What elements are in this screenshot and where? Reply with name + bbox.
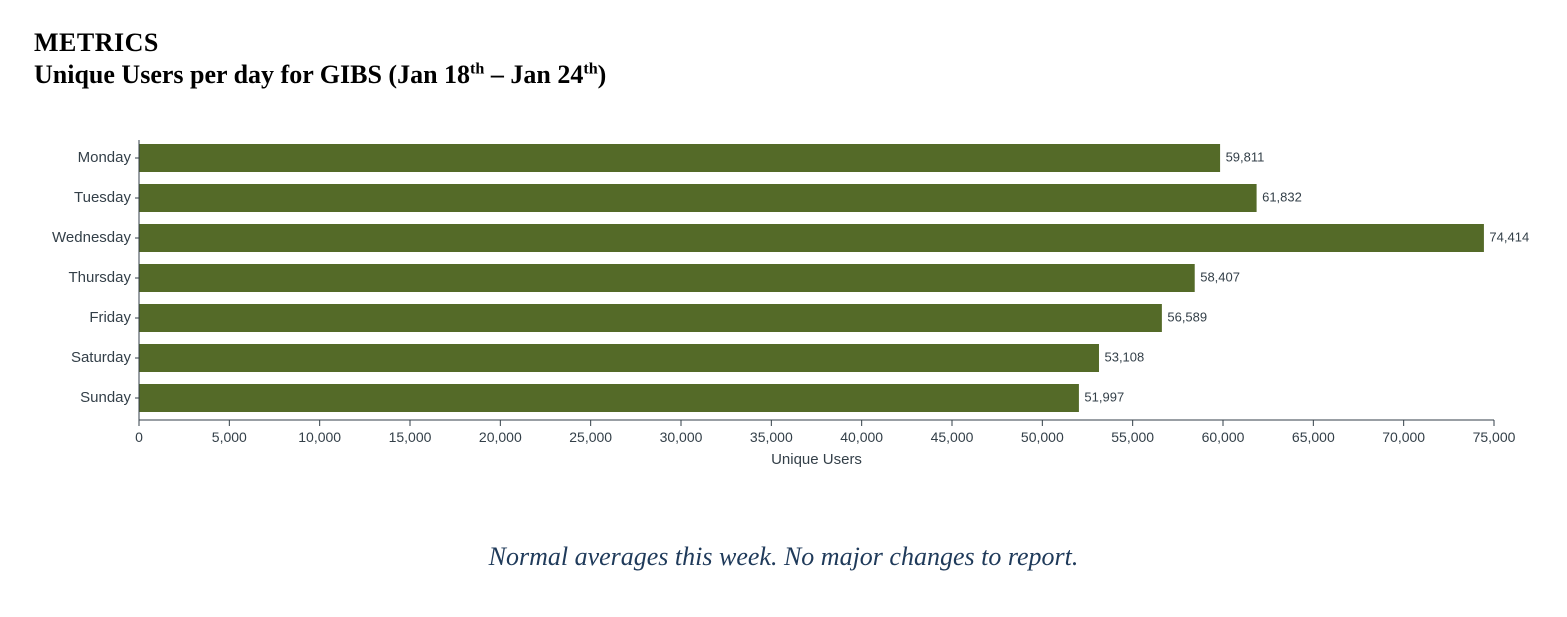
category-label: Saturday [71, 349, 132, 366]
x-tick-label: 75,000 [1473, 429, 1516, 445]
x-tick-label: 5,000 [212, 429, 247, 445]
chart-caption: Normal averages this week. No major chan… [34, 542, 1533, 572]
x-tick-label: 55,000 [1111, 429, 1154, 445]
x-tick-label: 70,000 [1382, 429, 1425, 445]
x-tick-label: 15,000 [389, 429, 432, 445]
category-label: Thursday [68, 269, 131, 286]
x-tick-label: 0 [135, 429, 143, 445]
value-label: 61,832 [1262, 189, 1302, 204]
bar-wednesday [140, 224, 1484, 252]
x-axis-title: Unique Users [771, 451, 862, 468]
bar-thursday [140, 264, 1195, 292]
bar-tuesday [140, 184, 1257, 212]
category-label: Sunday [80, 389, 131, 406]
heading-metrics: METRICS [34, 28, 1533, 58]
heading-subtitle: Unique Users per day for GIBS (Jan 18th … [34, 60, 1533, 90]
x-tick-label: 45,000 [931, 429, 974, 445]
x-tick-label: 25,000 [569, 429, 612, 445]
x-tick-label: 20,000 [479, 429, 522, 445]
x-tick-label: 10,000 [298, 429, 341, 445]
category-label: Wednesday [52, 229, 131, 246]
category-label: Friday [89, 309, 131, 326]
x-tick-label: 65,000 [1292, 429, 1335, 445]
bar-friday [140, 304, 1162, 332]
bar-saturday [140, 344, 1099, 372]
category-label: Monday [78, 149, 132, 166]
chart-container: Monday 59,811 Tuesday 61,832 Wednesday 74,414… [34, 134, 1533, 494]
value-label: 59,811 [1226, 149, 1265, 164]
bar-sunday [140, 384, 1079, 412]
x-tick-label: 30,000 [660, 429, 703, 445]
page-root: METRICS Unique Users per day for GIBS (J… [0, 0, 1567, 617]
unique-users-bar-chart: Monday 59,811 Tuesday 61,832 Wednesday 74,414… [34, 134, 1534, 494]
x-tick-label: 50,000 [1021, 429, 1064, 445]
bar-monday [140, 144, 1221, 172]
value-label: 51,997 [1084, 389, 1124, 404]
x-tick-label: 40,000 [840, 429, 883, 445]
value-label: 58,407 [1200, 269, 1240, 284]
value-label: 74,414 [1489, 229, 1529, 244]
value-label: 53,108 [1104, 349, 1144, 364]
x-tick-label: 35,000 [750, 429, 793, 445]
value-label: 56,589 [1167, 309, 1207, 324]
category-label: Tuesday [74, 189, 131, 206]
x-tick-label: 60,000 [1202, 429, 1245, 445]
